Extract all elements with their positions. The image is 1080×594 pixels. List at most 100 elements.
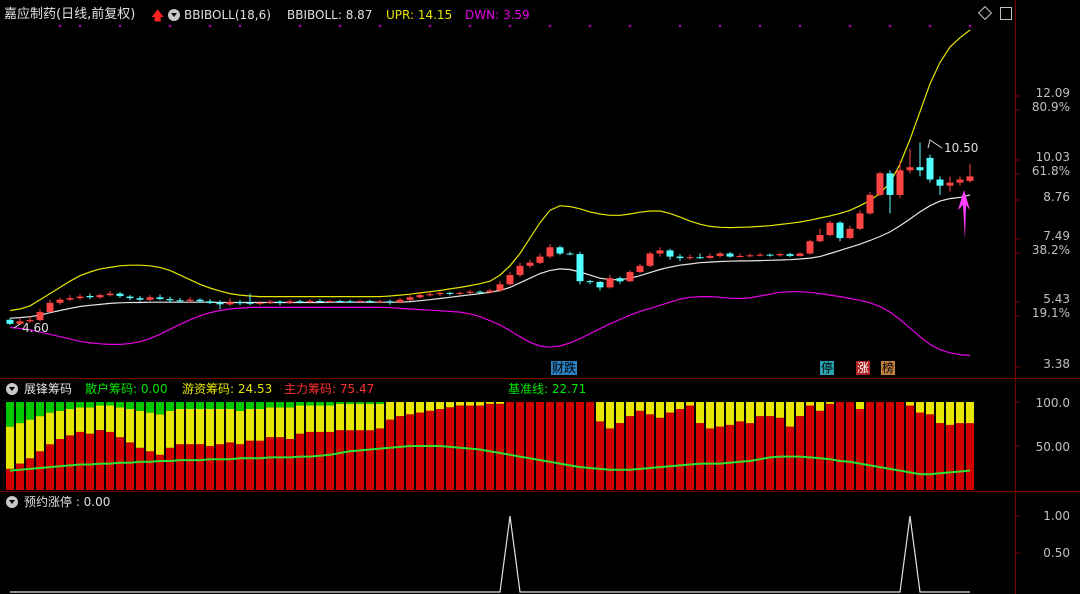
top-marker-dot <box>548 24 552 28</box>
main-chip-bar <box>246 440 254 490</box>
candle-body <box>876 173 884 195</box>
candle-body <box>896 170 904 195</box>
hot-chip-bar <box>826 402 834 404</box>
main-chip-bar <box>416 412 424 490</box>
axis-tick-12.09: 12.09 <box>1035 86 1070 100</box>
retail-chip-bar <box>56 402 64 411</box>
chip-panel-title[interactable]: 展锋筹码 <box>24 382 73 396</box>
hot-chip-bar <box>786 402 794 427</box>
main-chip-bar <box>36 451 44 490</box>
candle-body <box>376 301 384 303</box>
main-chip-bar <box>586 402 594 490</box>
candle-body <box>356 301 364 302</box>
indicator-name[interactable]: BBIBOLL(18,6) <box>184 8 271 22</box>
main-chip-bar <box>656 417 664 490</box>
hot-chip-bar <box>416 402 424 413</box>
main-chip-bar <box>856 409 864 490</box>
candle-body <box>216 302 224 305</box>
candle-body <box>556 247 564 254</box>
candle-body <box>526 262 534 266</box>
main-chip-bar <box>366 430 374 490</box>
hot-chip-bar <box>126 409 134 443</box>
retail-chip-bar <box>206 402 214 409</box>
hot-chip-bar <box>286 407 294 439</box>
event-tag-bang[interactable]: 榜 <box>881 361 896 375</box>
candle-body <box>706 256 714 258</box>
hot-chip-bar <box>936 402 944 424</box>
hot-chip-bar <box>296 405 304 434</box>
main-chip-bar <box>266 437 274 490</box>
main-chip-bar <box>716 426 724 490</box>
hot-chip-bar <box>636 402 644 411</box>
main-chip-bar <box>956 423 964 490</box>
hot-chip-bar <box>16 423 24 464</box>
candle-body <box>606 278 614 288</box>
event-tag-caidie[interactable]: 财跌 <box>551 361 578 375</box>
main-chip-bar <box>916 412 924 490</box>
candle-body <box>296 301 304 303</box>
indicator-toggle-icon[interactable] <box>168 9 180 21</box>
hot-chip-bar <box>646 402 654 415</box>
candle-body <box>886 173 894 195</box>
main-chip-bar <box>736 421 744 490</box>
candle-body <box>346 301 354 303</box>
retail-chip-bar <box>116 402 124 408</box>
main-chip-bar <box>26 458 34 490</box>
candle-body <box>736 256 744 257</box>
candle-body <box>176 300 184 302</box>
main-chip-bar <box>96 430 104 490</box>
window-toggle-icon[interactable] <box>1000 7 1012 20</box>
main-chip-bar <box>426 410 434 490</box>
event-tag-ting[interactable]: 停 <box>820 361 835 375</box>
main-chip-bar <box>356 430 364 490</box>
axis-tick-7.49: 7.49 <box>1043 229 1070 243</box>
main-chip-bar <box>186 444 194 490</box>
main-chip-bar <box>706 428 714 490</box>
candle-body <box>776 254 784 256</box>
retail-chip-bar <box>296 402 304 406</box>
hot-chip-bar <box>396 402 404 417</box>
retail-chip-bar <box>226 402 234 409</box>
hot-chip-bar <box>746 402 754 424</box>
candle-body <box>806 241 814 254</box>
main-chip-bar <box>396 416 404 490</box>
top-marker-dot <box>758 24 762 28</box>
candle-body <box>206 301 214 303</box>
stock-name[interactable]: 嘉应制药(日线,前复权) <box>4 7 136 22</box>
limit-axis-0.5: 0.50 <box>1043 546 1070 560</box>
candle-body <box>366 301 374 302</box>
event-tag-zhang[interactable]: 涨 <box>856 361 871 375</box>
axis-tick-10.03: 10.03 <box>1035 150 1070 164</box>
top-marker-dot <box>428 24 432 28</box>
main-chip-bar <box>576 402 584 490</box>
candle-body <box>286 301 294 303</box>
main-chip-bar <box>926 414 934 490</box>
main-chip-bar <box>756 416 764 490</box>
chip-axis-50: 50.00 <box>1035 440 1070 454</box>
limit-toggle-icon[interactable] <box>6 496 18 508</box>
hot-chip-bar <box>626 402 634 417</box>
retail-chip-bar <box>366 402 374 404</box>
candle-body <box>386 301 394 303</box>
top-marker-dot <box>678 24 682 28</box>
candle-body <box>816 235 824 242</box>
candle-body <box>676 256 684 259</box>
main-chip-bar <box>336 430 344 490</box>
main-chip-bar <box>306 431 314 490</box>
panel-separator-1 <box>0 378 1080 379</box>
candle-body <box>266 301 274 303</box>
chip-toggle-icon[interactable] <box>6 383 18 395</box>
main-chip-bar <box>236 444 244 490</box>
axis-tick-38.2: 38.2% <box>1031 243 1070 257</box>
top-marker-dot <box>928 24 932 28</box>
main-chip-bar <box>746 423 754 490</box>
hot-chip-bar <box>366 403 374 431</box>
limit-panel-title[interactable]: 预约涨停 : 0.00 <box>24 495 111 509</box>
candle-body <box>696 257 704 259</box>
main-chip-bar <box>866 402 874 490</box>
axis-separator <box>1015 0 1016 594</box>
hot-chip-bar <box>206 409 214 446</box>
retail-chip-bar <box>6 402 14 427</box>
main-chip-bar <box>966 423 974 490</box>
hot-chip-bar <box>676 402 684 409</box>
